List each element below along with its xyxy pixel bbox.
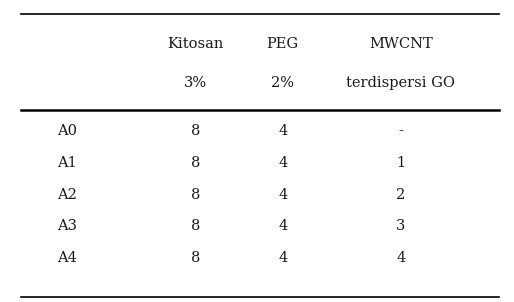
Text: 4: 4 bbox=[278, 124, 287, 138]
Text: 2%: 2% bbox=[271, 76, 294, 90]
Text: 3: 3 bbox=[396, 220, 406, 233]
Text: Kitosan: Kitosan bbox=[167, 37, 224, 51]
Text: 8: 8 bbox=[191, 188, 200, 202]
Text: A4: A4 bbox=[57, 251, 77, 265]
Text: 1: 1 bbox=[396, 156, 406, 170]
Text: PEG: PEG bbox=[267, 37, 299, 51]
Text: 2: 2 bbox=[396, 188, 406, 202]
Text: MWCNT: MWCNT bbox=[369, 37, 433, 51]
Text: A2: A2 bbox=[57, 188, 77, 202]
Text: 4: 4 bbox=[396, 251, 406, 265]
Text: -: - bbox=[398, 124, 403, 138]
Text: 8: 8 bbox=[191, 251, 200, 265]
Text: 4: 4 bbox=[278, 188, 287, 202]
Text: 4: 4 bbox=[278, 251, 287, 265]
Text: A3: A3 bbox=[57, 220, 77, 233]
Text: 8: 8 bbox=[191, 220, 200, 233]
Text: terdispersi GO: terdispersi GO bbox=[346, 76, 455, 90]
Text: 8: 8 bbox=[191, 156, 200, 170]
Text: A1: A1 bbox=[57, 156, 77, 170]
Text: A0: A0 bbox=[57, 124, 77, 138]
Text: 3%: 3% bbox=[184, 76, 207, 90]
Text: 8: 8 bbox=[191, 124, 200, 138]
Text: 4: 4 bbox=[278, 220, 287, 233]
Text: 4: 4 bbox=[278, 156, 287, 170]
